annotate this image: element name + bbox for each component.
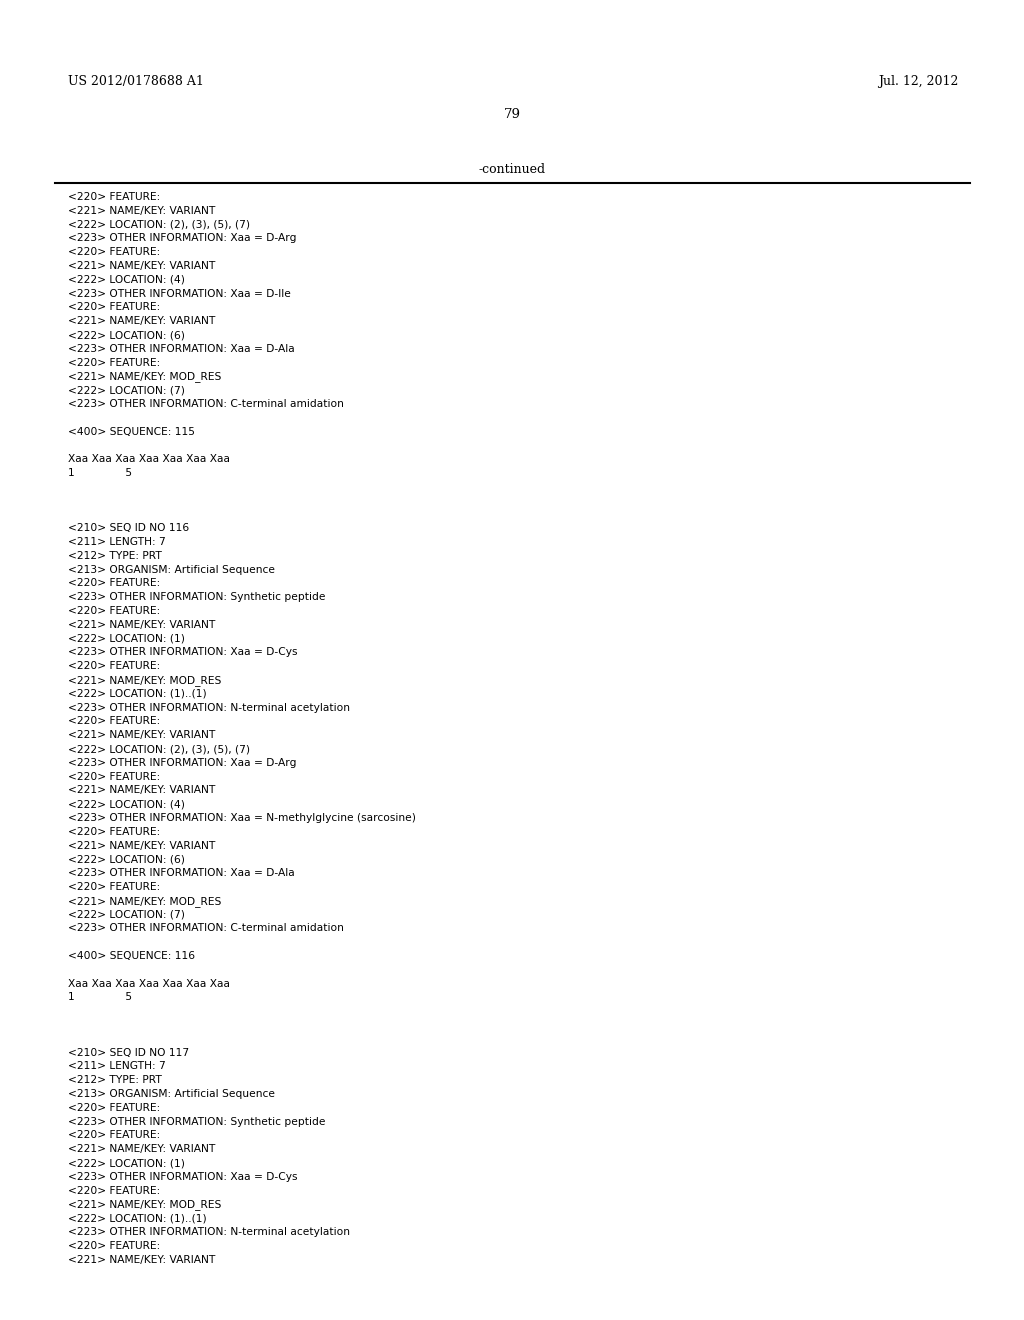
Text: <210> SEQ ID NO 116: <210> SEQ ID NO 116 [68,523,189,533]
Text: <223> OTHER INFORMATION: C-terminal amidation: <223> OTHER INFORMATION: C-terminal amid… [68,399,344,409]
Text: <223> OTHER INFORMATION: Synthetic peptide: <223> OTHER INFORMATION: Synthetic pepti… [68,1117,326,1126]
Text: <220> FEATURE:: <220> FEATURE: [68,717,160,726]
Text: <223> OTHER INFORMATION: Xaa = D-Ala: <223> OTHER INFORMATION: Xaa = D-Ala [68,343,295,354]
Text: <223> OTHER INFORMATION: N-terminal acetylation: <223> OTHER INFORMATION: N-terminal acet… [68,1228,350,1237]
Text: <222> LOCATION: (1)..(1): <222> LOCATION: (1)..(1) [68,1213,207,1224]
Text: <220> FEATURE:: <220> FEATURE: [68,1241,160,1251]
Text: 79: 79 [504,108,520,121]
Text: <220> FEATURE:: <220> FEATURE: [68,772,160,781]
Text: <223> OTHER INFORMATION: N-terminal acetylation: <223> OTHER INFORMATION: N-terminal acet… [68,702,350,713]
Text: <222> LOCATION: (1): <222> LOCATION: (1) [68,634,185,644]
Text: <223> OTHER INFORMATION: Synthetic peptide: <223> OTHER INFORMATION: Synthetic pepti… [68,593,326,602]
Text: <210> SEQ ID NO 117: <210> SEQ ID NO 117 [68,1048,189,1057]
Text: <221> NAME/KEY: MOD_RES: <221> NAME/KEY: MOD_RES [68,371,221,383]
Text: <222> LOCATION: (4): <222> LOCATION: (4) [68,799,185,809]
Text: <211> LENGTH: 7: <211> LENGTH: 7 [68,1061,166,1072]
Text: <221> NAME/KEY: MOD_RES: <221> NAME/KEY: MOD_RES [68,896,221,907]
Text: <221> NAME/KEY: MOD_RES: <221> NAME/KEY: MOD_RES [68,675,221,686]
Text: <220> FEATURE:: <220> FEATURE: [68,302,160,313]
Text: <220> FEATURE:: <220> FEATURE: [68,1185,160,1196]
Text: <212> TYPE: PRT: <212> TYPE: PRT [68,1076,162,1085]
Text: -continued: -continued [478,162,546,176]
Text: <220> FEATURE:: <220> FEATURE: [68,661,160,671]
Text: <220> FEATURE:: <220> FEATURE: [68,606,160,616]
Text: <223> OTHER INFORMATION: Xaa = D-Ala: <223> OTHER INFORMATION: Xaa = D-Ala [68,869,295,878]
Text: <222> LOCATION: (2), (3), (5), (7): <222> LOCATION: (2), (3), (5), (7) [68,219,250,230]
Text: <223> OTHER INFORMATION: C-terminal amidation: <223> OTHER INFORMATION: C-terminal amid… [68,924,344,933]
Text: 1               5: 1 5 [68,469,132,478]
Text: <223> OTHER INFORMATION: Xaa = D-Cys: <223> OTHER INFORMATION: Xaa = D-Cys [68,647,298,657]
Text: <221> NAME/KEY: VARIANT: <221> NAME/KEY: VARIANT [68,1254,215,1265]
Text: <221> NAME/KEY: VARIANT: <221> NAME/KEY: VARIANT [68,841,215,850]
Text: Jul. 12, 2012: Jul. 12, 2012 [878,75,958,88]
Text: <223> OTHER INFORMATION: Xaa = D-Cys: <223> OTHER INFORMATION: Xaa = D-Cys [68,1172,298,1181]
Text: <400> SEQUENCE: 116: <400> SEQUENCE: 116 [68,950,195,961]
Text: <223> OTHER INFORMATION: Xaa = D-Arg: <223> OTHER INFORMATION: Xaa = D-Arg [68,758,297,768]
Text: <221> NAME/KEY: VARIANT: <221> NAME/KEY: VARIANT [68,620,215,630]
Text: <400> SEQUENCE: 115: <400> SEQUENCE: 115 [68,426,195,437]
Text: Xaa Xaa Xaa Xaa Xaa Xaa Xaa: Xaa Xaa Xaa Xaa Xaa Xaa Xaa [68,454,230,465]
Text: <222> LOCATION: (1)..(1): <222> LOCATION: (1)..(1) [68,689,207,698]
Text: <222> LOCATION: (1): <222> LOCATION: (1) [68,1158,185,1168]
Text: <221> NAME/KEY: VARIANT: <221> NAME/KEY: VARIANT [68,1144,215,1154]
Text: 1               5: 1 5 [68,993,132,1002]
Text: <220> FEATURE:: <220> FEATURE: [68,247,160,257]
Text: <222> LOCATION: (7): <222> LOCATION: (7) [68,385,185,395]
Text: <221> NAME/KEY: MOD_RES: <221> NAME/KEY: MOD_RES [68,1200,221,1210]
Text: <220> FEATURE:: <220> FEATURE: [68,578,160,589]
Text: <220> FEATURE:: <220> FEATURE: [68,191,160,202]
Text: <213> ORGANISM: Artificial Sequence: <213> ORGANISM: Artificial Sequence [68,1089,275,1100]
Text: Xaa Xaa Xaa Xaa Xaa Xaa Xaa: Xaa Xaa Xaa Xaa Xaa Xaa Xaa [68,978,230,989]
Text: <222> LOCATION: (2), (3), (5), (7): <222> LOCATION: (2), (3), (5), (7) [68,744,250,754]
Text: <221> NAME/KEY: VARIANT: <221> NAME/KEY: VARIANT [68,317,215,326]
Text: <222> LOCATION: (7): <222> LOCATION: (7) [68,909,185,920]
Text: US 2012/0178688 A1: US 2012/0178688 A1 [68,75,204,88]
Text: <222> LOCATION: (4): <222> LOCATION: (4) [68,275,185,285]
Text: <220> FEATURE:: <220> FEATURE: [68,826,160,837]
Text: <222> LOCATION: (6): <222> LOCATION: (6) [68,854,185,865]
Text: <223> OTHER INFORMATION: Xaa = D-Ile: <223> OTHER INFORMATION: Xaa = D-Ile [68,289,291,298]
Text: <223> OTHER INFORMATION: Xaa = N-methylglycine (sarcosine): <223> OTHER INFORMATION: Xaa = N-methylg… [68,813,416,822]
Text: <223> OTHER INFORMATION: Xaa = D-Arg: <223> OTHER INFORMATION: Xaa = D-Arg [68,234,297,243]
Text: <222> LOCATION: (6): <222> LOCATION: (6) [68,330,185,341]
Text: <221> NAME/KEY: VARIANT: <221> NAME/KEY: VARIANT [68,730,215,741]
Text: <220> FEATURE:: <220> FEATURE: [68,882,160,892]
Text: <213> ORGANISM: Artificial Sequence: <213> ORGANISM: Artificial Sequence [68,565,275,574]
Text: <221> NAME/KEY: VARIANT: <221> NAME/KEY: VARIANT [68,261,215,271]
Text: <221> NAME/KEY: VARIANT: <221> NAME/KEY: VARIANT [68,785,215,796]
Text: <211> LENGTH: 7: <211> LENGTH: 7 [68,537,166,546]
Text: <220> FEATURE:: <220> FEATURE: [68,358,160,367]
Text: <221> NAME/KEY: VARIANT: <221> NAME/KEY: VARIANT [68,206,215,215]
Text: <212> TYPE: PRT: <212> TYPE: PRT [68,550,162,561]
Text: <220> FEATURE:: <220> FEATURE: [68,1130,160,1140]
Text: <220> FEATURE:: <220> FEATURE: [68,1102,160,1113]
